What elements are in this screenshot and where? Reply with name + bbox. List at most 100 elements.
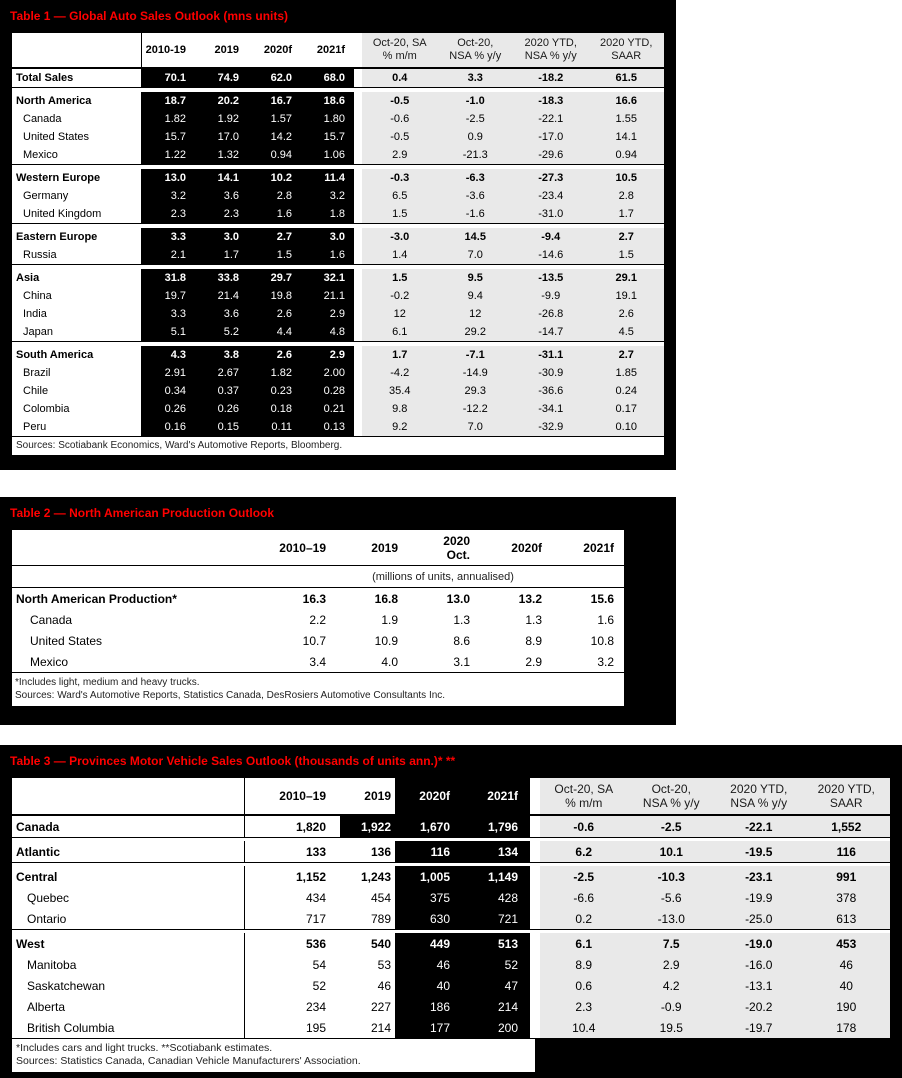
group-separator (12, 341, 664, 346)
table-cell: 1.22 (142, 146, 195, 164)
table-row: Canada 1,820 1,922 1,670 1,796 -0.6 -2.5 -22.1 1… (12, 816, 890, 837)
table-cell: 1.3 (525, 612, 542, 627)
table-cell: 9.8 (362, 400, 438, 418)
row-label: Central (12, 866, 245, 887)
table-cell: 453 (802, 933, 890, 954)
column-gap (530, 933, 540, 954)
table-cell: 3.0 (301, 228, 354, 246)
table-cell: -13.1 (715, 975, 803, 996)
table1-column-header: Oct-20, NSA % y/y (437, 33, 513, 67)
column-gap (354, 346, 362, 364)
table-cell: 536 (245, 933, 340, 954)
table-cell: -14.7 (513, 323, 589, 341)
table-row: Chile 0.34 0.37 0.23 0.28 35.4 29.3 -36.6 0.24 (12, 382, 664, 400)
table-cell: 214 (340, 1017, 395, 1038)
table-cell: 1.3 (453, 612, 470, 627)
table-cell: -2.5 (627, 816, 715, 837)
table-cell: 134 (462, 841, 530, 862)
table-cell: 62.0 (248, 69, 301, 87)
table-cell: -9.4 (513, 228, 589, 246)
row-label: Manitoba (12, 954, 245, 975)
table-cell: 7.0 (437, 418, 513, 436)
row-label: Asia (12, 269, 142, 287)
column-gap (354, 287, 362, 305)
table-cell: 40 (395, 975, 462, 996)
column-gap (354, 400, 362, 418)
column-gap (530, 841, 540, 862)
table-cell: -18.2 (513, 69, 589, 87)
table-cell: 375 (395, 887, 462, 908)
table-cell: 52 (245, 975, 340, 996)
table3-panel: Table 3 — Provinces Motor Vehicle Sales … (0, 745, 902, 1078)
column-gap (354, 246, 362, 264)
table-cell: 3.2 (301, 187, 354, 205)
column-gap (354, 323, 362, 341)
table3-column-header: 2021f (462, 778, 530, 814)
table-cell: 18.7 (142, 92, 195, 110)
table-cell: -5.6 (627, 887, 715, 908)
table-row: North America 18.7 20.2 16.7 18.6 -0.5 -1.0 -18… (12, 92, 664, 110)
table-cell: -3.6 (437, 187, 513, 205)
group-separator (12, 929, 890, 933)
table-cell: 40 (802, 975, 890, 996)
table-cell: 13.0 (446, 591, 470, 606)
column-gap (530, 1017, 540, 1038)
footnote-line: Sources: Ward's Automotive Reports, Stat… (15, 690, 446, 701)
table-cell: -7.1 (437, 346, 513, 364)
table-cell: 449 (395, 933, 462, 954)
table-cell: -21.3 (437, 146, 513, 164)
table-cell: 0.26 (195, 400, 248, 418)
table-cell: 234 (245, 996, 340, 1017)
group-separator (12, 223, 664, 228)
table-cell: 54 (245, 954, 340, 975)
table-cell: 0.37 (195, 382, 248, 400)
group-separator (12, 862, 890, 866)
table-cell: -19.9 (715, 887, 803, 908)
table-cell: 12 (362, 305, 438, 323)
table-cell: 1.6 (248, 205, 301, 223)
table-cell: -20.2 (715, 996, 803, 1017)
table-cell: 2.3 (142, 205, 195, 223)
table-row: South America 4.3 3.8 2.6 2.9 1.7 -7.1 -31.1 2.7 (12, 346, 664, 364)
table-cell: 2.7 (588, 228, 664, 246)
table1-column-header: 2020 YTD, SAAR (588, 33, 664, 67)
table-row: Russia 2.1 1.7 1.5 1.6 1.4 7.0 -14.6 1.5 (12, 246, 664, 264)
table-row: Colombia 0.26 0.26 0.18 0.21 9.8 -12.2 -34.1 0.1… (12, 400, 664, 418)
table-cell: 29.3 (437, 382, 513, 400)
table1-column-header: 2020 YTD, NSA % y/y (513, 33, 589, 67)
table-cell: 1,796 (462, 816, 530, 837)
table-cell: 186 (395, 996, 462, 1017)
group-separator (12, 837, 890, 841)
table-cell: 11.4 (301, 169, 354, 187)
table-cell: 2.8 (588, 187, 664, 205)
table-cell: 1.6 (597, 612, 614, 627)
table-cell: 0.13 (301, 418, 354, 436)
table-cell: 1.6 (301, 246, 354, 264)
column-gap (354, 364, 362, 382)
table-cell: -2.5 (540, 866, 628, 887)
table-cell: 1,243 (340, 866, 395, 887)
table-cell: 3.3 (142, 305, 195, 323)
table-cell: 1.55 (588, 110, 664, 128)
table-cell: 721 (462, 908, 530, 929)
table2-body: North American Production* 16.3 16.8 13.0 13… (12, 588, 624, 672)
table-row: Brazil 2.91 2.67 1.82 2.00 -4.2 -14.9 -30.9 1.85 (12, 364, 664, 382)
table-cell: 1.32 (195, 146, 248, 164)
table-cell: 177 (395, 1017, 462, 1038)
table3-column-header: 2020 YTD, NSA % y/y (715, 778, 803, 814)
table-cell: 0.24 (588, 382, 664, 400)
table-cell: 133 (245, 841, 340, 862)
table-cell: 10.7 (302, 633, 326, 648)
table-cell: 32.1 (301, 269, 354, 287)
table-cell: 0.11 (248, 418, 301, 436)
table-cell: 1.5 (248, 246, 301, 264)
table-cell: -34.1 (513, 400, 589, 418)
table-row: India 3.3 3.6 2.6 2.9 12 12 -26.8 2.6 (12, 305, 664, 323)
table-cell: 2.6 (248, 346, 301, 364)
table-cell: -31.1 (513, 346, 589, 364)
column-gap (530, 887, 540, 908)
table-cell: -0.6 (362, 110, 438, 128)
table3-footnotes: *Includes cars and light trucks. **Scoti… (12, 1038, 535, 1072)
table-cell: 454 (340, 887, 395, 908)
table-cell: 70.1 (142, 69, 195, 87)
